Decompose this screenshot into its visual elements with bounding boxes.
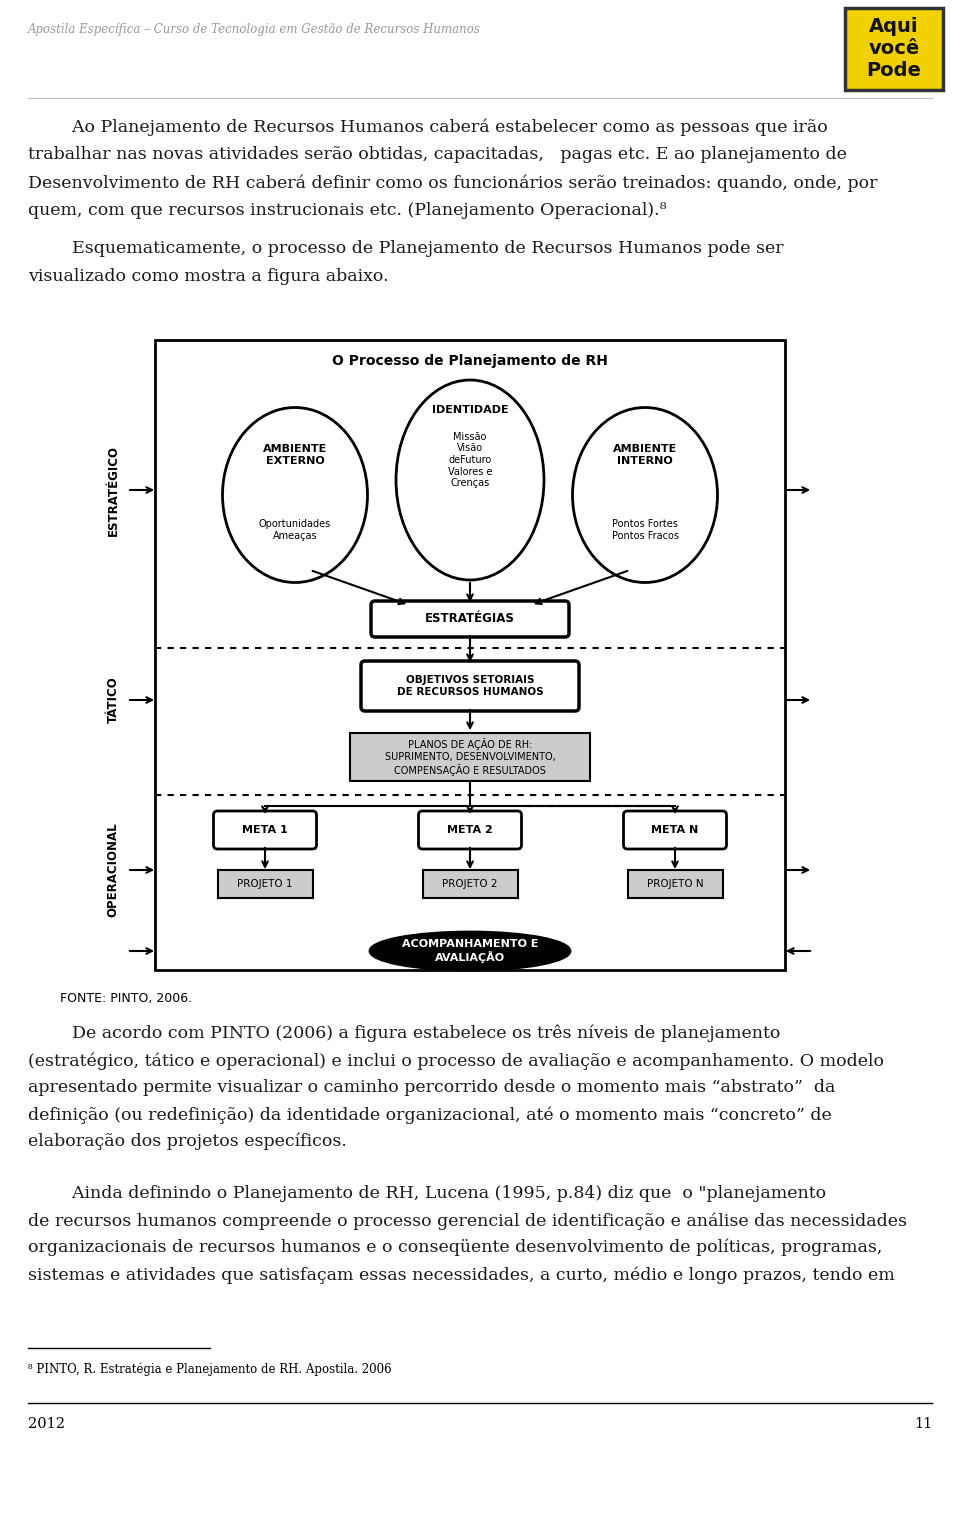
Text: quem, com que recursos instrucionais etc. (Planejamento Operacional).⁸: quem, com que recursos instrucionais etc… [28,202,666,219]
Text: (estratégico, tático e operacional) e inclui o processo de avaliação e acompanha: (estratégico, tático e operacional) e in… [28,1053,884,1069]
Text: ESTRATÉGIAS: ESTRATÉGIAS [425,613,515,625]
Text: ⁸ PINTO, R. Estratégia e Planejamento de RH. Apostila. 2006: ⁸ PINTO, R. Estratégia e Planejamento de… [28,1361,392,1375]
FancyBboxPatch shape [218,870,313,897]
Text: Missão
Visão
deFuturo
Valores e
Crenças: Missão Visão deFuturo Valores e Crenças [447,432,492,488]
FancyBboxPatch shape [361,662,579,710]
FancyBboxPatch shape [628,870,723,897]
Text: Oportunidades
Ameaças: Oportunidades Ameaças [259,519,331,541]
Ellipse shape [396,380,544,580]
Text: META 1: META 1 [242,824,288,835]
Text: Pontos Fortes
Pontos Fracos: Pontos Fortes Pontos Fracos [612,519,679,541]
FancyBboxPatch shape [371,601,569,637]
FancyBboxPatch shape [350,733,590,780]
Text: Ao Planejamento de Recursos Humanos caberá estabelecer como as pessoas que irão: Ao Planejamento de Recursos Humanos cabe… [28,119,828,135]
Text: PROJETO N: PROJETO N [647,879,704,888]
Text: Ainda definindo o Planejamento de RH, Lucena (1995, p.84) diz que  o "planejamen: Ainda definindo o Planejamento de RH, Lu… [28,1185,827,1202]
Text: organizacionais de recursos humanos e o conseqüente desenvolvimento de políticas: organizacionais de recursos humanos e o … [28,1240,882,1256]
Text: definição (ou redefinição) da identidade organizacional, até o momento mais “con: definição (ou redefinição) da identidade… [28,1106,831,1124]
Text: PLANOS DE AÇÃO DE RH:
SUPRIMENTO, DESENVOLVIMENTO,
COMPENSAÇÃO E RESULTADOS: PLANOS DE AÇÃO DE RH: SUPRIMENTO, DESENV… [385,738,556,776]
Text: de recursos humanos compreende o processo gerencial de identificação e análise d: de recursos humanos compreende o process… [28,1212,907,1229]
Text: TÁTICO: TÁTICO [107,677,119,724]
Text: Aqui
você
Pode: Aqui você Pode [867,18,922,81]
Text: IDENTIDADE: IDENTIDADE [432,405,508,415]
Text: AMBIENTE
INTERNO: AMBIENTE INTERNO [612,444,677,465]
Text: ACOMPANHAMENTO E
AVALIAÇÃO: ACOMPANHAMENTO E AVALIAÇÃO [401,938,539,963]
Text: visualizado como mostra a figura abaixo.: visualizado como mostra a figura abaixo. [28,268,389,284]
Text: 11: 11 [914,1418,932,1431]
Text: META 2: META 2 [447,824,492,835]
Text: PROJETO 2: PROJETO 2 [443,879,497,888]
Text: elaboração dos projetos específicos.: elaboração dos projetos específicos. [28,1133,347,1150]
Text: O Processo de Planejamento de RH: O Processo de Planejamento de RH [332,354,608,368]
FancyBboxPatch shape [213,811,317,849]
FancyBboxPatch shape [845,8,943,90]
Text: OBJETIVOS SETORIAIS
DE RECURSOS HUMANOS: OBJETIVOS SETORIAIS DE RECURSOS HUMANOS [396,675,543,697]
Ellipse shape [370,932,570,970]
Text: META N: META N [652,824,699,835]
FancyBboxPatch shape [623,811,727,849]
Text: Apostila Específica – Curso de Tecnologia em Gestão de Recursos Humanos: Apostila Específica – Curso de Tecnologi… [28,21,481,35]
Text: Esquematicamente, o processo de Planejamento de Recursos Humanos pode ser: Esquematicamente, o processo de Planejam… [28,240,783,257]
Text: PROJETO 1: PROJETO 1 [237,879,293,888]
Text: De acordo com PINTO (2006) a figura estabelece os três níveis de planejamento: De acordo com PINTO (2006) a figura esta… [28,1025,780,1042]
Text: 2012: 2012 [28,1418,65,1431]
Text: trabalhar nas novas atividades serão obtidas, capacitadas,   pagas etc. E ao pla: trabalhar nas novas atividades serão obt… [28,146,847,163]
Text: sistemas e atividades que satisfaçam essas necessidades, a curto, médio e longo : sistemas e atividades que satisfaçam ess… [28,1265,895,1284]
Text: OPERACIONAL: OPERACIONAL [107,823,119,917]
FancyBboxPatch shape [422,870,517,897]
Ellipse shape [572,408,717,583]
FancyBboxPatch shape [155,341,785,970]
Text: FONTE: PINTO, 2006.: FONTE: PINTO, 2006. [60,992,192,1005]
Text: apresentado permite visualizar o caminho percorrido desde o momento mais “abstra: apresentado permite visualizar o caminho… [28,1078,835,1097]
Ellipse shape [223,408,368,583]
Text: ESTRATÉGICO: ESTRATÉGICO [107,444,119,535]
Text: Desenvolvimento de RH caberá definir como os funcionários serão treinados: quand: Desenvolvimento de RH caberá definir com… [28,173,877,192]
FancyBboxPatch shape [419,811,521,849]
Text: AMBIENTE
EXTERNO: AMBIENTE EXTERNO [263,444,327,465]
